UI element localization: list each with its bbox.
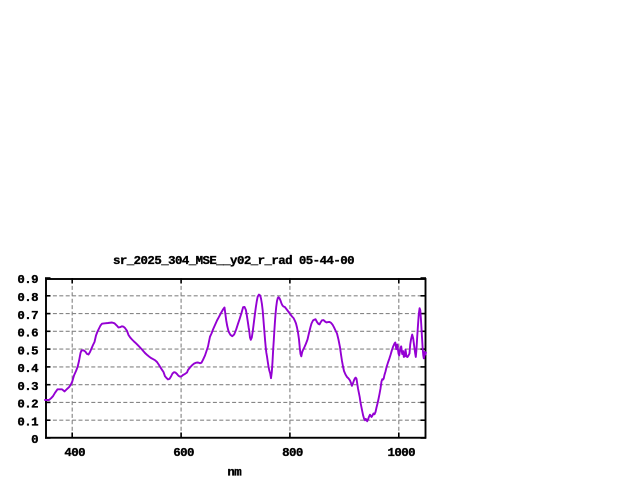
svg-text:0: 0 [31,433,38,447]
svg-text:800: 800 [282,446,303,460]
svg-text:600: 600 [173,446,194,460]
svg-text:0.1: 0.1 [17,415,38,429]
svg-text:400: 400 [64,446,85,460]
svg-text:0.3: 0.3 [17,380,38,394]
svg-text:0.2: 0.2 [17,398,38,412]
svg-text:sr_2025_304_MSE__y02_r_rad 05-: sr_2025_304_MSE__y02_r_rad 05-44-00 [113,254,354,268]
svg-text:0.8: 0.8 [17,291,38,305]
svg-text:1000: 1000 [388,446,416,460]
svg-text:0.9: 0.9 [17,273,38,287]
svg-text:0.6: 0.6 [17,327,38,341]
svg-text:0.4: 0.4 [17,362,39,376]
svg-text:0.7: 0.7 [17,309,38,323]
svg-text:0.5: 0.5 [17,344,38,358]
svg-text:nm: nm [227,466,241,480]
